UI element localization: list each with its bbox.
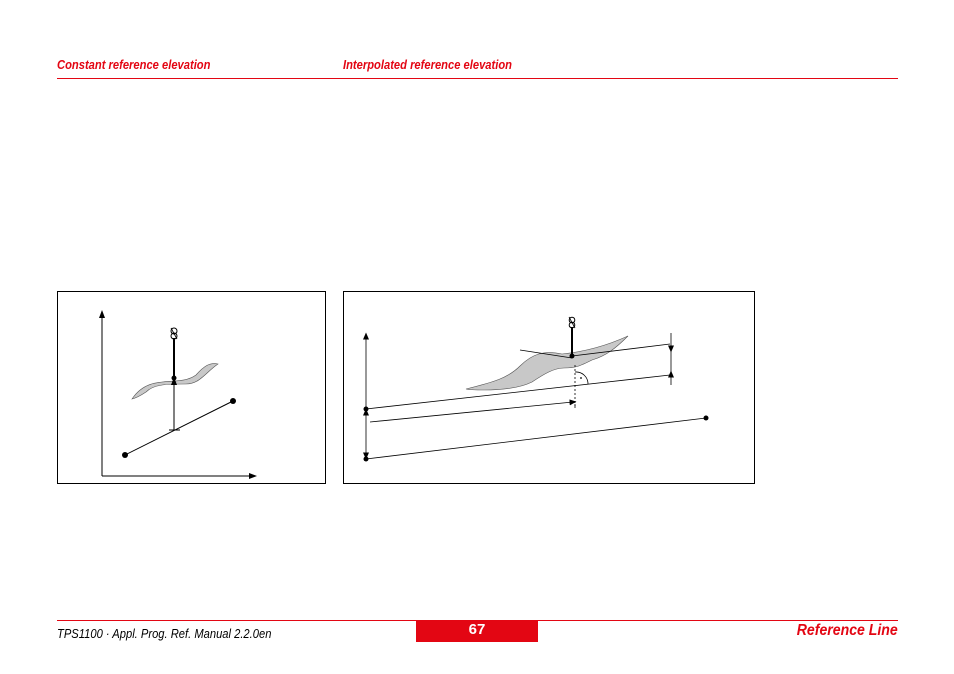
left-figure-heading: Constant reference elevation — [57, 57, 211, 72]
right-angle-marker — [574, 371, 589, 385]
prism-icon — [170, 327, 178, 340]
end-point — [703, 415, 709, 421]
constant-elevation-figure — [57, 291, 326, 484]
footer-rule — [57, 620, 898, 621]
interpolated-elevation-diagram — [363, 316, 709, 462]
target-point — [569, 353, 575, 359]
interpolated-reference-line — [365, 374, 671, 410]
prism-icon — [568, 316, 576, 329]
target-point — [171, 375, 177, 381]
distance-along-line-arrow — [369, 399, 577, 423]
constant-elevation-diagram — [99, 310, 257, 479]
header-rule — [57, 78, 898, 79]
perpendicular-line — [519, 349, 573, 359]
start-point-lower — [363, 456, 369, 462]
interpolated-elevation-figure — [343, 291, 755, 484]
terrain-surface — [465, 335, 629, 391]
section-title: Reference Line — [797, 622, 898, 639]
start-point — [122, 452, 128, 458]
page-number: 67 — [416, 621, 538, 642]
end-point — [230, 398, 236, 404]
base-line — [365, 417, 707, 460]
reference-line — [124, 400, 234, 456]
right-figure-heading: Interpolated reference elevation — [343, 57, 513, 72]
right-angle-dot — [580, 377, 582, 379]
manual-title: TPS1100 · Appl. Prog. Ref. Manual 2.2.0e… — [57, 626, 272, 641]
target-level-line — [571, 343, 671, 357]
